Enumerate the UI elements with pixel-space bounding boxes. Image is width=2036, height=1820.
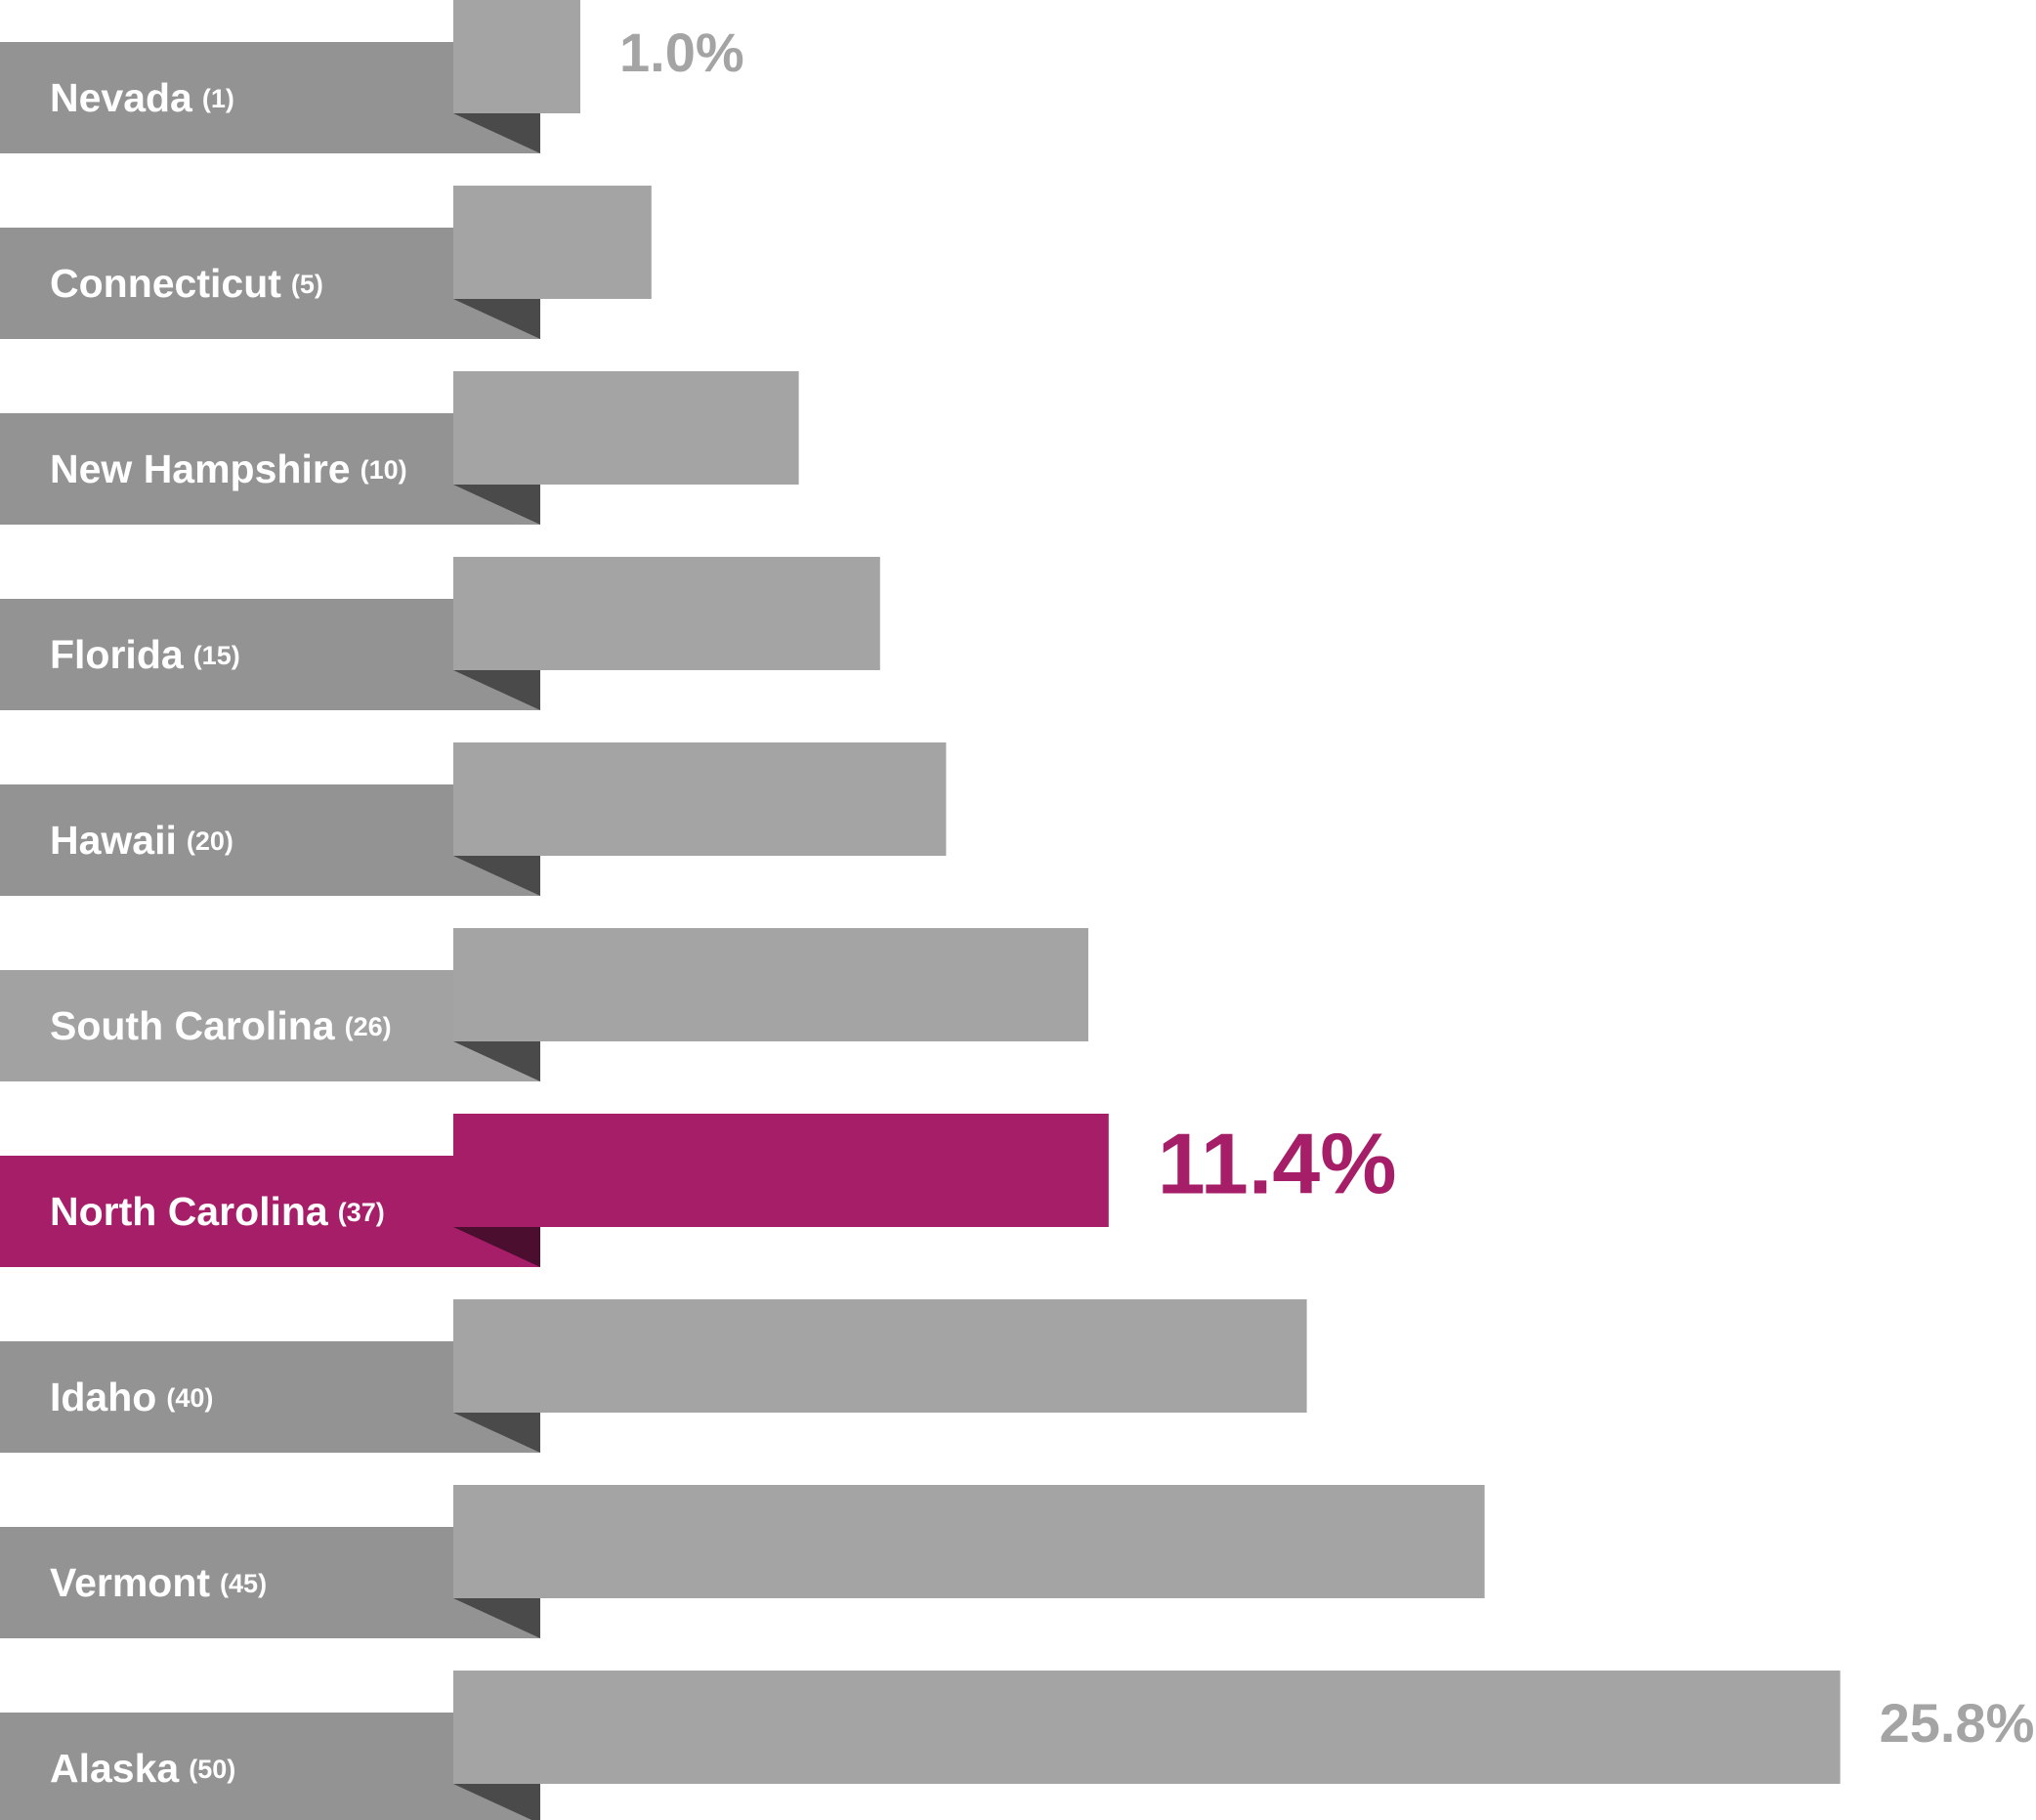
category-label: New Hampshire (10) [50, 446, 407, 491]
rank-label: (5) [291, 270, 323, 299]
category-name: Alaska [50, 1746, 180, 1791]
bar [453, 742, 947, 856]
rank-label: (37) [338, 1198, 385, 1227]
ribbon-fold [453, 113, 540, 153]
label-panel [0, 784, 540, 896]
category-label: Alaska (50) [50, 1746, 235, 1791]
ribbon-fold [453, 299, 540, 339]
rank-label: (1) [202, 84, 234, 113]
ribbon-fold [453, 1227, 540, 1267]
label-panel [0, 970, 540, 1081]
ribbon-fold [453, 1041, 540, 1081]
ribbon-fold [453, 1598, 540, 1638]
category-name: Connecticut [50, 261, 281, 306]
value-label: 25.8% [1880, 1692, 2035, 1754]
bar [453, 1485, 1485, 1598]
category-label: Connecticut (5) [50, 261, 323, 306]
category-label: South Carolina (26) [50, 1003, 392, 1048]
category-name: New Hampshire [50, 446, 351, 491]
category-label: Florida (15) [50, 632, 240, 677]
ribbon-fold [453, 1784, 540, 1820]
category-name: Hawaii [50, 818, 177, 863]
rank-label: (45) [220, 1569, 267, 1598]
bar [453, 186, 652, 299]
rank-label: (10) [361, 455, 407, 485]
rank-label: (20) [187, 826, 233, 856]
category-name: Florida [50, 632, 185, 677]
ribbon-fold [453, 856, 540, 896]
category-name: Vermont [50, 1560, 210, 1605]
category-name: Nevada [50, 75, 193, 120]
category-label: Nevada (1) [50, 75, 234, 120]
bar [453, 1299, 1307, 1413]
bar [453, 928, 1088, 1041]
ribbon-fold [453, 670, 540, 710]
bar [453, 371, 799, 485]
value-label: 1.0% [619, 21, 744, 83]
category-label: Hawaii (20) [50, 818, 233, 863]
bar [453, 557, 880, 670]
label-panel [0, 42, 540, 153]
ribbon-fold [453, 485, 540, 525]
label-panel [0, 413, 540, 525]
value-label: 11.4% [1158, 1115, 1397, 1211]
rank-label: (15) [193, 641, 240, 670]
label-panel [0, 599, 540, 710]
rank-label: (26) [345, 1012, 392, 1041]
bar [453, 0, 580, 113]
label-panel [0, 228, 540, 339]
category-name: Idaho [50, 1375, 156, 1419]
category-label: North Carolina (37) [50, 1189, 385, 1234]
label-panel [0, 1156, 540, 1267]
rank-label: (50) [189, 1755, 235, 1784]
category-label: Vermont (45) [50, 1560, 267, 1605]
bar [453, 1671, 1841, 1784]
bar [453, 1114, 1109, 1227]
label-panel [0, 1527, 540, 1638]
label-panel [0, 1341, 540, 1453]
label-panel [0, 1713, 540, 1820]
rank-label: (40) [166, 1383, 213, 1413]
category-name: North Carolina [50, 1189, 329, 1234]
category-name: South Carolina [50, 1003, 336, 1048]
category-label: Idaho (40) [50, 1375, 213, 1419]
ribbon-fold [453, 1413, 540, 1453]
